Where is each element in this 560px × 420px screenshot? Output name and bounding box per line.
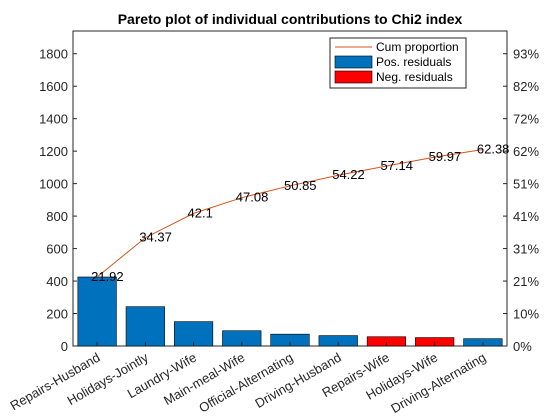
y-tick-label: 600 <box>46 242 68 257</box>
cumulative-labels-group: 21.92 34.37 42.1 47.08 50.85 54.22 57.14 59.97 6… <box>91 142 509 284</box>
cumulative-label: 21.92 <box>91 269 124 284</box>
cumulative-proportion-line <box>96 149 483 278</box>
bar-repairs-husband <box>77 276 117 347</box>
cumulative-label: 57.14 <box>380 158 413 173</box>
y-tick-label: 400 <box>46 274 68 289</box>
bar-holidays-jointly <box>125 306 165 347</box>
x-tick-label: Holidays-Jointly <box>64 349 151 408</box>
y-tick-label: 0 <box>61 339 68 354</box>
cumulative-line-group <box>96 149 483 278</box>
cumulative-label: 42.1 <box>188 205 213 220</box>
y2-tick-label: 72% <box>513 112 539 127</box>
bar-laundry-wife <box>173 321 214 347</box>
y-tick-label: 1000 <box>39 177 68 192</box>
y-tick-label: 1400 <box>39 112 68 127</box>
y2-tick-label: 31% <box>513 242 539 257</box>
legend-patch-swatch <box>334 70 373 84</box>
cumulative-label: 50.85 <box>284 178 317 193</box>
y2-tick-label: 93% <box>513 47 539 62</box>
bars-group <box>77 276 503 347</box>
x-axis: Repairs-HusbandHolidays-JointlyLaundry-W… <box>7 342 488 416</box>
y2-tick-label: 10% <box>513 307 539 322</box>
y-tick-label: 1800 <box>39 47 68 62</box>
legend-label: Neg. residuals <box>376 70 453 84</box>
y-tick-label: 1200 <box>39 144 68 159</box>
cumulative-label: 54.22 <box>332 167 365 182</box>
y2-tick-label: 62% <box>513 144 539 159</box>
legend-label: Cum proportion <box>376 40 459 54</box>
y-tick-label: 800 <box>46 209 68 224</box>
chart-title: Pareto plot of individual contributions … <box>118 11 463 27</box>
y2-tick-label: 21% <box>513 274 539 289</box>
legend-label: Pos. residuals <box>376 55 451 69</box>
cumulative-label: 34.37 <box>139 230 172 245</box>
y-tick-label: 1600 <box>39 79 68 94</box>
y2-tick-label: 41% <box>513 209 539 224</box>
y-axis-right: 0% 10% 21% 31% 41% 51% 62% 72% 82% 93% <box>503 47 539 354</box>
y-tick-label: 200 <box>46 307 68 322</box>
cumulative-label: 62.38 <box>477 142 510 157</box>
cumulative-label: 47.08 <box>236 190 269 205</box>
y2-tick-label: 82% <box>513 79 539 94</box>
y2-tick-label: 51% <box>513 177 539 192</box>
y2-tick-label: 0% <box>513 339 532 354</box>
cumulative-label: 59.97 <box>429 149 462 164</box>
y-axis-left: 0 200 400 600 800 1000 1200 1400 1600 1800 <box>39 47 77 354</box>
legend-patch-swatch <box>334 55 373 69</box>
